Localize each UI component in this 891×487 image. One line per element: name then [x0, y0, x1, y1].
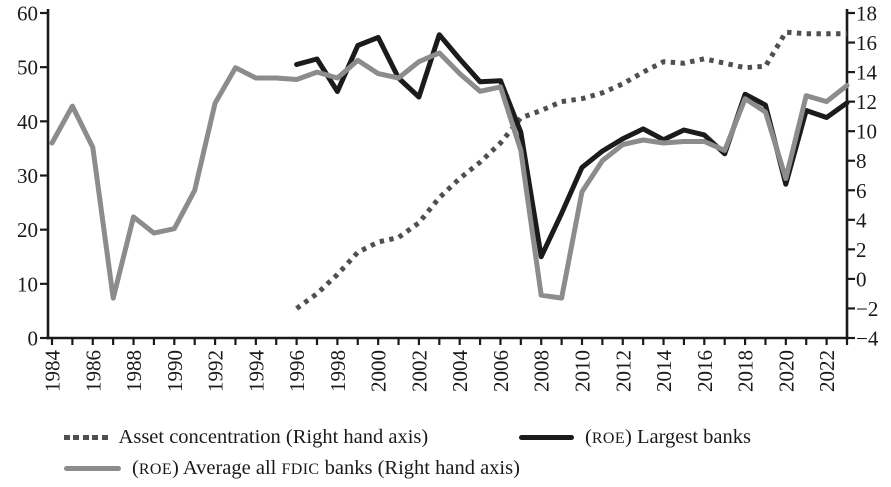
right-axis-tick-label: 12: [856, 90, 877, 114]
x-axis-tick-label: 1994: [244, 350, 268, 393]
right-axis-tick-label: 18: [856, 1, 877, 25]
legend-item-roe-largest-banks: (ROE) Largest banks: [519, 424, 751, 451]
series-line-roe-average-all-fdic-banks: [49, 50, 850, 301]
x-axis-tick-label: 2020: [774, 350, 798, 392]
left-axis-tick-label: 0: [28, 327, 39, 351]
legend-item-roe-average-all-fdic-banks: (ROE) Average all FDIC banks (Right hand…: [64, 455, 520, 482]
x-axis-tick-label: 1988: [122, 350, 146, 392]
dotted-line-sample-icon: [101, 434, 108, 441]
right-axis-tick-label: −2: [856, 297, 878, 321]
left-axis-tick-label: 50: [17, 56, 38, 80]
x-axis-tick-label: 2006: [489, 350, 513, 392]
legend-swatch-asset-concentration: [64, 434, 108, 441]
x-axis-tick-label: 1998: [326, 350, 350, 392]
x-axis-tick-label: 1990: [163, 350, 187, 392]
right-axis-tick-label: 8: [856, 149, 867, 173]
x-axis-tick-label: 2008: [530, 350, 554, 392]
left-axis-tick-label: 40: [17, 110, 38, 134]
dotted-line-sample-icon: [64, 434, 70, 441]
legend-item-asset-concentration: Asset concentration (Right hand axis): [64, 424, 428, 451]
legend-swatch-roe-average-all-fdic-banks: [64, 465, 121, 472]
x-axis-tick-label: 2018: [734, 350, 758, 392]
right-axis-tick-label: 16: [856, 31, 877, 55]
left-axis-tick-label: 60: [17, 1, 38, 25]
x-axis-tick-label: 1996: [285, 350, 309, 392]
solid-line-sample-icon: [64, 465, 121, 472]
dotted-line-sample-icon: [92, 434, 99, 441]
left-axis-tick-label: 30: [17, 164, 38, 188]
x-axis-tick-label: 1984: [41, 350, 65, 393]
left-axis-tick-label: 20: [17, 218, 38, 242]
series-line-asset-concentration: [295, 29, 847, 311]
legend-swatch-roe-largest-banks: [519, 434, 574, 441]
legend-label: Asset concentration (Right hand axis): [118, 426, 429, 448]
legend-label: (ROE) Average all FDIC banks (Right hand…: [132, 457, 520, 479]
right-axis-tick-label: 0: [856, 267, 867, 291]
right-axis-tick-label: 14: [856, 61, 878, 85]
right-axis-tick-label: 4: [856, 208, 867, 232]
x-axis-tick-label: 2022: [815, 350, 839, 392]
series-line-roe-largest-banks: [294, 32, 850, 260]
solid-line-sample-icon: [519, 434, 574, 441]
right-axis-tick-label: 10: [856, 120, 877, 144]
dotted-line-sample-icon: [82, 434, 89, 441]
right-axis-tick-label: 2: [856, 238, 867, 262]
x-axis-tick-label: 2016: [693, 350, 717, 392]
x-axis-tick-label: 2000: [367, 350, 391, 392]
x-axis-tick-label: 2014: [652, 350, 676, 393]
x-axis-tick-label: 2012: [611, 350, 635, 392]
x-axis-tick-label: 1992: [204, 350, 228, 392]
right-axis-tick-label: −4: [856, 327, 879, 351]
left-axis-tick-label: 10: [17, 272, 38, 296]
x-axis-tick-label: 2004: [448, 350, 472, 393]
dotted-line-sample-icon: [73, 434, 80, 441]
x-axis-tick-label: 2002: [407, 350, 431, 392]
right-axis-tick-label: 6: [856, 179, 867, 203]
x-axis-tick-label: 1986: [81, 350, 105, 392]
legend-label: (ROE) Largest banks: [585, 426, 752, 448]
x-axis-tick-label: 2010: [570, 350, 594, 392]
